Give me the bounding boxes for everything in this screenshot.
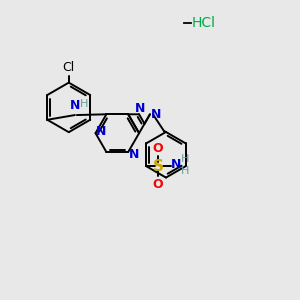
Text: H: H <box>181 154 189 164</box>
Text: N: N <box>129 148 139 160</box>
Text: Cl: Cl <box>63 61 75 74</box>
Text: N: N <box>171 158 181 171</box>
Text: N: N <box>96 125 106 138</box>
Text: HCl: HCl <box>192 16 216 30</box>
Text: N: N <box>135 102 145 115</box>
Text: H: H <box>80 99 88 109</box>
Text: N: N <box>70 99 80 112</box>
Text: H: H <box>181 166 189 176</box>
Text: S: S <box>153 159 164 174</box>
Text: O: O <box>153 142 164 155</box>
Text: N: N <box>151 108 161 121</box>
Text: O: O <box>153 178 164 190</box>
